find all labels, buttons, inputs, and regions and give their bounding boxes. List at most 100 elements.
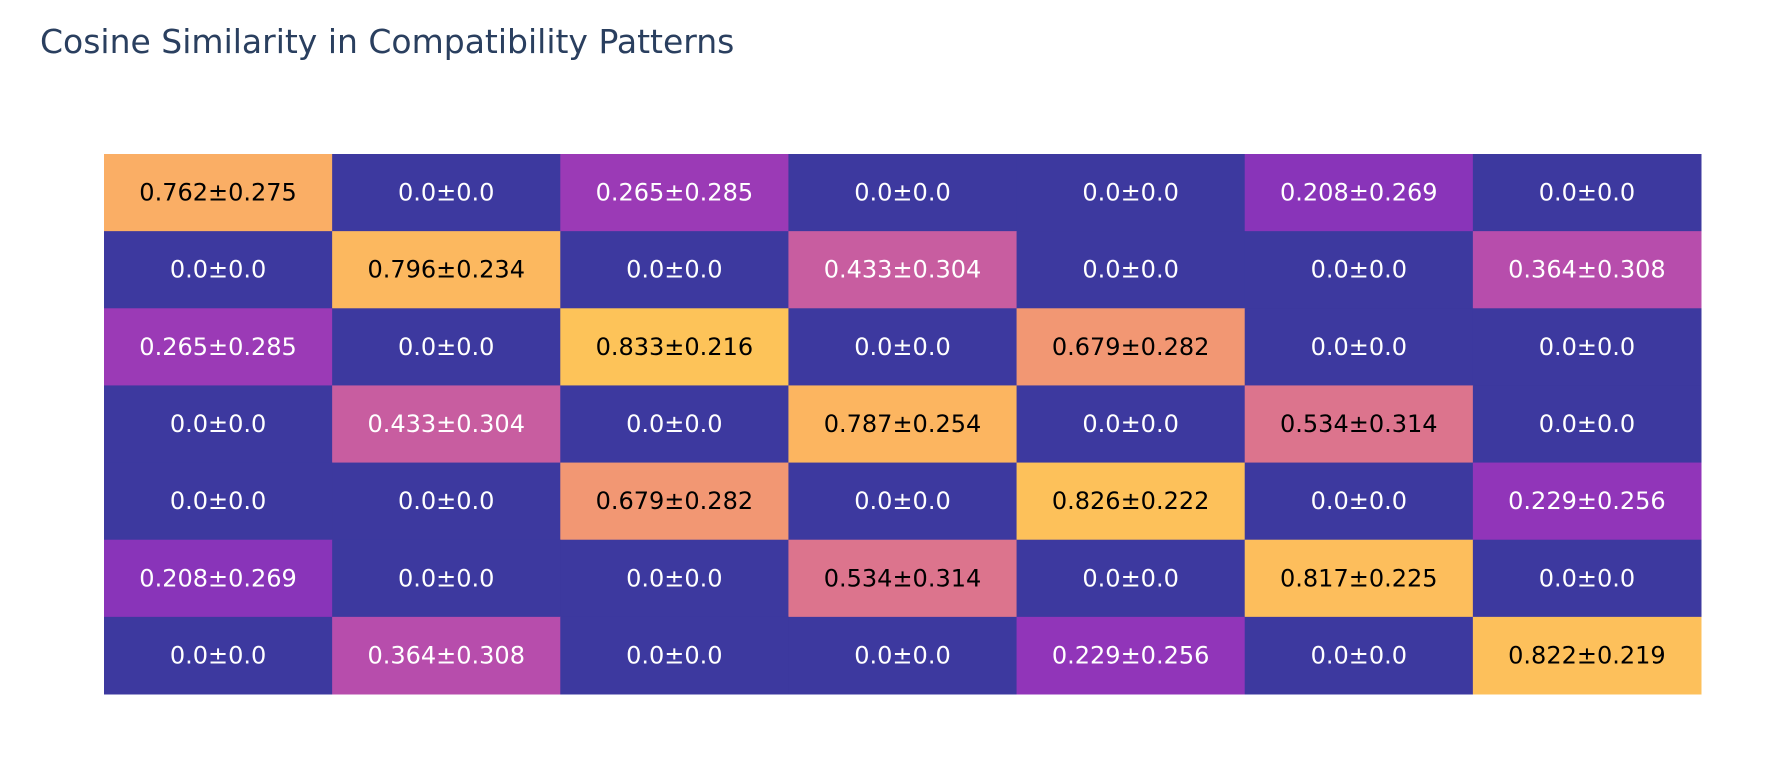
heatmap-cell-label-r4-c3: 0.0±0.0 <box>854 487 950 515</box>
heatmap-cell-r6-c4 <box>1016 616 1246 695</box>
heatmap-cell-label-r0-c2: 0.265±0.285 <box>596 179 754 207</box>
heatmap-cell-label-r6-c0: 0.0±0.0 <box>170 641 266 669</box>
heatmap-cell-r0-c3 <box>788 154 1018 232</box>
heatmap-cell-label-r5-c5: 0.817±0.225 <box>1280 564 1438 592</box>
heatmap-cell-label-r2-c0: 0.265±0.285 <box>139 333 297 361</box>
heatmap-cell-label-r2-c2: 0.833±0.216 <box>596 333 754 361</box>
heatmap-cell-r0-c2 <box>560 154 789 232</box>
heatmap-cell-r2-c3 <box>788 308 1018 386</box>
heatmap-cell-label-r2-c5: 0.0±0.0 <box>1311 333 1407 361</box>
heatmap-cell-label-r1-c6: 0.364±0.308 <box>1508 256 1666 284</box>
heatmap-cell-r5-c5 <box>1244 539 1474 618</box>
heatmap-cell-r4-c3 <box>788 462 1018 541</box>
heatmap-cell-r2-c4 <box>1016 308 1246 386</box>
heatmap-cell-label-r5-c6: 0.0±0.0 <box>1539 564 1635 592</box>
heatmap-cell-r4-c5 <box>1244 462 1474 541</box>
heatmap-cell-label-r4-c4: 0.826±0.222 <box>1052 487 1210 515</box>
heatmap-cell-label-r4-c2: 0.679±0.282 <box>596 487 754 515</box>
heatmap-cell-r5-c6 <box>1472 539 1702 618</box>
heatmap-cell-label-r5-c4: 0.0±0.0 <box>1082 564 1178 592</box>
heatmap-cell-label-r0-c3: 0.0±0.0 <box>854 179 950 207</box>
heatmap-cell-r6-c6 <box>1472 616 1702 695</box>
heatmap-cell-label-r2-c1: 0.0±0.0 <box>398 333 494 361</box>
heatmap-cell-r1-c4 <box>1016 231 1246 309</box>
heatmap-cell-label-r4-c0: 0.0±0.0 <box>170 487 266 515</box>
heatmap-cell-r4-c1 <box>332 462 561 541</box>
heatmap-cell-r4-c0 <box>104 462 333 541</box>
heatmap-cell-label-r6-c1: 0.364±0.308 <box>367 641 525 669</box>
heatmap-cell-label-r3-c3: 0.787±0.254 <box>824 410 982 438</box>
heatmap-cell-label-r5-c0: 0.208±0.269 <box>139 564 297 592</box>
heatmap-cell-label-r1-c0: 0.0±0.0 <box>170 256 266 284</box>
heatmap-cell-label-r6-c2: 0.0±0.0 <box>626 641 722 669</box>
heatmap-cell-r1-c3 <box>788 231 1018 309</box>
heatmap-cell-label-r4-c6: 0.229±0.256 <box>1508 487 1666 515</box>
heatmap-cell-r4-c6 <box>1472 462 1702 541</box>
heatmap-cell-label-r6-c4: 0.229±0.256 <box>1052 641 1210 669</box>
heatmap-cell-label-r0-c6: 0.0±0.0 <box>1539 179 1635 207</box>
heatmap-cell-label-r0-c5: 0.208±0.269 <box>1280 179 1438 207</box>
heatmap-cell-label-r1-c1: 0.796±0.234 <box>367 256 525 284</box>
heatmap-cell-r3-c6 <box>1472 385 1702 464</box>
heatmap-cell-label-r5-c2: 0.0±0.0 <box>626 564 722 592</box>
heatmap-cell-r2-c2 <box>560 308 789 386</box>
heatmap-cell-r5-c3 <box>788 539 1018 618</box>
heatmap-cell-r3-c3 <box>788 385 1018 464</box>
heatmap-cell-r2-c6 <box>1472 308 1702 386</box>
heatmap-cell-r1-c0 <box>104 231 333 309</box>
heatmap-cell-r3-c0 <box>104 385 333 464</box>
heatmap-cell-r4-c4 <box>1016 462 1246 541</box>
heatmap-cell-r1-c6 <box>1472 231 1702 309</box>
heatmap-cell-label-r4-c1: 0.0±0.0 <box>398 487 494 515</box>
heatmap-cell-label-r0-c4: 0.0±0.0 <box>1082 179 1178 207</box>
heatmap-cell-label-r3-c6: 0.0±0.0 <box>1539 410 1635 438</box>
heatmap-cell-r5-c0 <box>104 539 333 618</box>
heatmap-cell-label-r5-c3: 0.534±0.314 <box>824 564 982 592</box>
heatmap-cell-r5-c4 <box>1016 539 1246 618</box>
heatmap-cell-label-r1-c4: 0.0±0.0 <box>1082 256 1178 284</box>
heatmap-cell-label-r3-c0: 0.0±0.0 <box>170 410 266 438</box>
heatmap-cell-r0-c6 <box>1472 154 1702 232</box>
heatmap-cell-r6-c2 <box>560 616 789 695</box>
heatmap-cell-r1-c1 <box>332 231 561 309</box>
heatmap-cell-r6-c3 <box>788 616 1018 695</box>
heatmap-cell-label-r6-c5: 0.0±0.0 <box>1311 641 1407 669</box>
heatmap-cell-label-r1-c5: 0.0±0.0 <box>1311 256 1407 284</box>
heatmap-cell-label-r4-c5: 0.0±0.0 <box>1311 487 1407 515</box>
heatmap-cell-r0-c5 <box>1244 154 1474 232</box>
heatmap-cell-label-r6-c6: 0.822±0.219 <box>1508 641 1666 669</box>
heatmap-cell-r1-c5 <box>1244 231 1474 309</box>
heatmap-cell-r3-c2 <box>560 385 789 464</box>
heatmap-cell-r4-c2 <box>560 462 789 541</box>
heatmap-cell-r5-c1 <box>332 539 561 618</box>
heatmap-cell-label-r2-c6: 0.0±0.0 <box>1539 333 1635 361</box>
heatmap-cell-r2-c1 <box>332 308 561 386</box>
heatmap-cell-r2-c5 <box>1244 308 1474 386</box>
heatmap-cell-r3-c5 <box>1244 385 1474 464</box>
heatmap-cell-r3-c1 <box>332 385 561 464</box>
heatmap-cell-r6-c1 <box>332 616 561 695</box>
heatmap-cell-label-r3-c2: 0.0±0.0 <box>626 410 722 438</box>
heatmap-cell-label-r2-c3: 0.0±0.0 <box>854 333 950 361</box>
chart-title: Cosine Similarity in Compatibility Patte… <box>40 22 735 61</box>
heatmap-cell-label-r5-c1: 0.0±0.0 <box>398 564 494 592</box>
heatmap-cell-r5-c2 <box>560 539 789 618</box>
heatmap-cell-label-r1-c3: 0.433±0.304 <box>824 256 982 284</box>
heatmap-cell-label-r3-c5: 0.534±0.314 <box>1280 410 1438 438</box>
heatmap-cells <box>104 154 1702 695</box>
heatmap-cell-label-r3-c4: 0.0±0.0 <box>1082 410 1178 438</box>
heatmap-cell-label-r0-c1: 0.0±0.0 <box>398 179 494 207</box>
heatmap-cell-label-r1-c2: 0.0±0.0 <box>626 256 722 284</box>
heatmap-cell-r0-c4 <box>1016 154 1246 232</box>
heatmap-cell-r0-c1 <box>332 154 561 232</box>
heatmap-cell-r6-c0 <box>104 616 333 695</box>
heatmap-cell-r6-c5 <box>1244 616 1474 695</box>
heatmap-cell-labels: 0.762±0.275 0.0±0.0 0.265±0.285 0.0±0.0 0.0±… <box>139 179 1665 670</box>
heatmap-cell-label-r6-c3: 0.0±0.0 <box>854 641 950 669</box>
heatmap-cell-r2-c0 <box>104 308 333 386</box>
heatmap-cell-r3-c4 <box>1016 385 1246 464</box>
heatmap-cell-r0-c0 <box>104 154 333 232</box>
heatmap-cell-label-r3-c1: 0.433±0.304 <box>367 410 525 438</box>
heatmap-cell-label-r0-c0: 0.762±0.275 <box>139 179 297 207</box>
